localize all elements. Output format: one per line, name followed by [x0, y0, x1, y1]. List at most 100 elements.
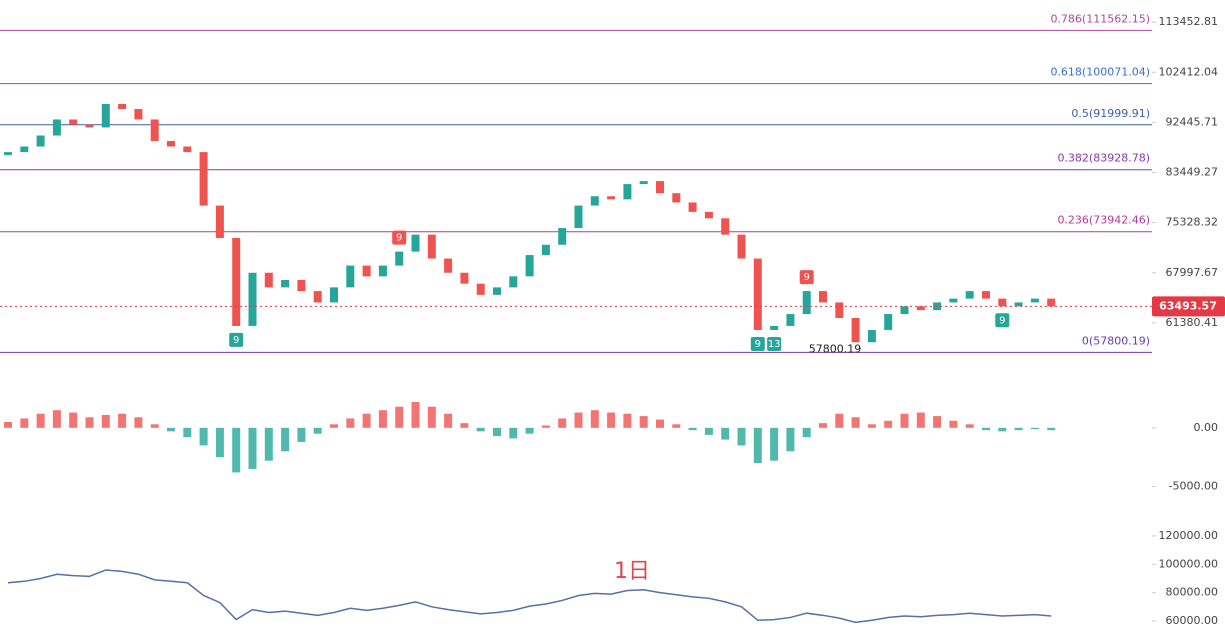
macd-bar — [1030, 427, 1039, 429]
macd-bar — [476, 427, 485, 432]
candle — [965, 291, 974, 299]
candle — [264, 272, 273, 288]
y-tick-label: 83449.27 — [1166, 166, 1219, 179]
td-badge — [750, 336, 765, 351]
macd-bar — [802, 427, 811, 438]
y-tick-label: 102412.04 — [1159, 65, 1219, 78]
candle — [949, 298, 958, 303]
candle — [704, 211, 713, 219]
price-tag — [1152, 296, 1225, 317]
macd-bar — [998, 427, 1007, 432]
candle — [574, 205, 583, 229]
candle — [590, 196, 599, 206]
candle — [509, 276, 518, 288]
td-badge — [995, 313, 1010, 328]
y-tick-label: 113452.81 — [1159, 15, 1219, 28]
candle — [20, 146, 29, 153]
candle — [85, 124, 94, 128]
macd-bar — [541, 425, 550, 428]
timeframe-label: 1日 — [614, 559, 650, 584]
td-label: 9 — [999, 315, 1005, 326]
macd-bar — [704, 427, 713, 435]
macd-bar — [444, 413, 453, 428]
macd-bar — [884, 420, 893, 428]
candle — [183, 146, 192, 153]
candle — [998, 298, 1007, 307]
macd-bar — [183, 427, 192, 438]
macd-bar — [362, 413, 371, 428]
macd-bar — [69, 412, 78, 428]
macd-bar — [770, 427, 779, 461]
macd-bar — [346, 418, 355, 428]
macd-bar — [460, 423, 469, 428]
candle — [362, 265, 371, 277]
candle — [639, 181, 648, 185]
y-tick-label: 75328.32 — [1166, 216, 1219, 229]
macd-bar — [427, 406, 436, 428]
macd-bar — [52, 410, 61, 428]
macd-bar — [330, 424, 338, 428]
fib-label: 0.618(100071.04) — [1050, 66, 1150, 79]
macd-bar — [900, 413, 909, 428]
candle — [297, 280, 306, 292]
td-badge — [799, 270, 814, 285]
candle — [1030, 298, 1039, 303]
macd-bar — [916, 412, 925, 428]
macd-bar — [721, 427, 730, 440]
candle — [281, 280, 290, 288]
candle — [395, 251, 404, 266]
macd-bar — [607, 412, 616, 428]
candle — [835, 302, 844, 318]
macd-bar — [411, 402, 420, 428]
candle — [884, 314, 893, 330]
candle — [346, 265, 355, 288]
candle — [867, 329, 876, 343]
candle — [460, 272, 469, 284]
macd-bar — [574, 412, 583, 428]
macd-bar — [737, 427, 746, 446]
td-label: 13 — [768, 339, 781, 350]
macd-bar — [949, 420, 958, 428]
candle — [802, 291, 811, 315]
macd-bar — [395, 406, 404, 428]
fib-label: 0(57800.19) — [1082, 334, 1150, 347]
macd-bar — [378, 410, 387, 428]
macd-bar — [4, 421, 12, 428]
macd-bar — [933, 416, 942, 428]
macd-bar — [215, 427, 224, 458]
macd-bar — [493, 427, 501, 437]
fib-label: 0.236(73942.46) — [1057, 214, 1150, 227]
candle — [672, 193, 681, 203]
candle — [167, 140, 175, 147]
candle — [232, 238, 241, 326]
candle — [444, 258, 453, 273]
candle — [427, 234, 436, 259]
candle — [770, 325, 779, 330]
macd-bar — [558, 418, 567, 428]
macd-bar — [672, 424, 681, 428]
fib-label: 0.382(83928.78) — [1057, 152, 1150, 165]
macd-bar — [623, 413, 632, 428]
y-tick-label: 120000.00 — [1159, 529, 1219, 542]
macd-bar — [232, 427, 241, 473]
macd-bar — [835, 413, 844, 428]
macd-bar — [313, 427, 322, 434]
macd-bar — [281, 427, 290, 452]
candle — [786, 314, 795, 326]
td-label: 9 — [233, 335, 239, 346]
y-tick-label: 100000.00 — [1159, 557, 1219, 570]
candle — [215, 205, 224, 239]
candle — [330, 287, 338, 303]
candle — [411, 234, 420, 252]
candle — [118, 103, 127, 110]
macd-bar — [36, 413, 45, 428]
y-tick-label: 67997.67 — [1166, 266, 1219, 279]
candle — [819, 291, 827, 303]
candle — [525, 255, 534, 277]
macd-bar — [525, 427, 534, 434]
candle — [52, 119, 61, 136]
candle — [313, 291, 322, 303]
candle — [688, 202, 697, 212]
macd-bar — [101, 414, 110, 428]
candle — [753, 258, 762, 330]
